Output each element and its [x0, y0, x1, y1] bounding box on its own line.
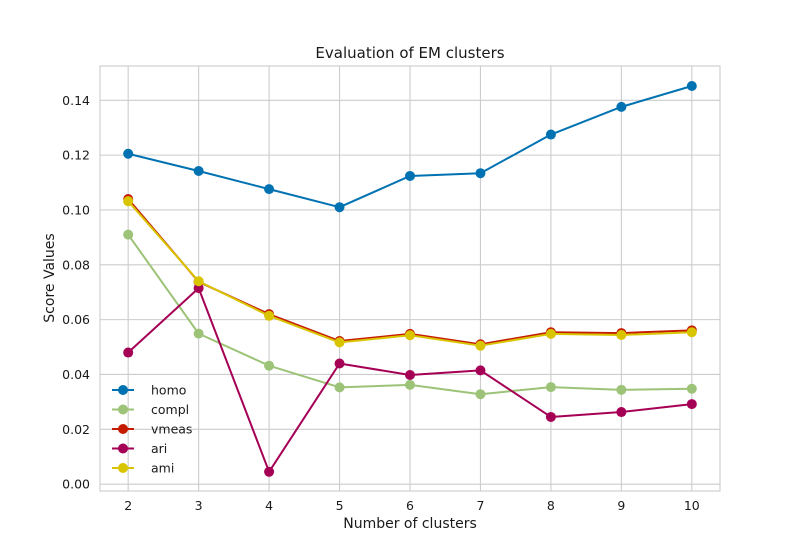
legend-item-compl: compl	[112, 402, 189, 417]
data-point-ami	[123, 196, 134, 207]
data-point-homo	[193, 166, 204, 177]
y-tick-label: 0.06	[62, 312, 90, 327]
x-tick-label: 6	[406, 498, 414, 513]
x-tick-label: 3	[195, 498, 203, 513]
data-point-compl	[475, 389, 486, 400]
data-point-ami	[193, 276, 204, 287]
chart-title: Evaluation of EM clusters	[315, 44, 504, 62]
legend-label: ari	[151, 441, 167, 456]
data-point-ari	[545, 411, 556, 422]
data-point-ami	[686, 327, 697, 338]
legend-marker	[118, 385, 128, 395]
data-point-ami	[616, 329, 627, 340]
x-tick-label: 7	[476, 498, 484, 513]
data-point-homo	[545, 129, 556, 140]
data-point-ari	[475, 365, 486, 376]
x-tick-label: 4	[265, 498, 273, 513]
data-point-ami	[405, 330, 415, 341]
data-point-compl	[545, 382, 556, 393]
legend: homo compl vmeas ari ami	[112, 383, 192, 476]
legend-item-homo: homo	[112, 383, 186, 398]
data-point-ami	[475, 340, 486, 351]
legend-label: vmeas	[151, 422, 192, 437]
series-ami	[123, 196, 697, 351]
data-point-compl	[264, 360, 275, 371]
y-tick-label: 0.08	[62, 257, 90, 272]
data-point-compl	[686, 383, 697, 394]
y-tick-label: 0.02	[62, 422, 90, 437]
legend-label: compl	[151, 402, 189, 417]
data-point-compl	[123, 229, 134, 240]
legend-marker	[118, 463, 128, 473]
data-point-ami	[334, 337, 345, 348]
data-point-compl	[193, 328, 204, 339]
y-tick-label: 0.14	[62, 93, 90, 108]
legend-marker	[118, 424, 128, 434]
data-point-homo	[405, 170, 415, 181]
x-tick-label: 9	[617, 498, 625, 513]
legend-item-vmeas: vmeas	[112, 422, 192, 437]
y-tick-label: 0.04	[62, 367, 90, 382]
x-tick-label: 10	[684, 498, 700, 513]
series-layer	[123, 81, 697, 477]
data-point-homo	[475, 168, 486, 179]
legend-item-ari: ari	[112, 441, 167, 456]
legend-label: ami	[151, 461, 174, 476]
data-point-ari	[123, 347, 134, 358]
series-compl	[123, 229, 697, 400]
plot-frame	[99, 65, 721, 492]
legend-marker	[118, 404, 128, 415]
legend-item-ami: ami	[112, 461, 174, 476]
data-point-homo	[616, 101, 627, 112]
x-tick-label: 8	[547, 498, 555, 513]
x-axis-label: Number of clusters	[343, 516, 477, 532]
data-point-ari	[193, 283, 204, 294]
data-point-ari	[686, 399, 697, 410]
legend-label: homo	[151, 383, 186, 398]
data-point-compl	[334, 382, 345, 393]
data-point-homo	[334, 202, 345, 213]
y-tick-label: 0.00	[62, 477, 90, 492]
legend-marker	[118, 443, 128, 454]
data-point-homo	[123, 148, 134, 159]
y-tick-label: 0.10	[62, 202, 90, 217]
data-point-ari	[334, 358, 345, 369]
y-tick-labels: 0.00 0.02 0.04 0.06 0.08 0.10 0.12 0.14	[62, 93, 90, 492]
series-ari	[123, 283, 697, 477]
x-tick-label: 5	[336, 498, 344, 513]
data-point-homo	[264, 184, 275, 195]
grid-layer	[100, 66, 720, 491]
x-tick-labels: 2 3 4 5 6 7 8 9 10	[124, 498, 700, 513]
y-axis-label: Score Values	[42, 233, 58, 322]
data-point-compl	[405, 379, 415, 390]
data-point-ari	[264, 466, 275, 477]
y-tick-label: 0.12	[62, 148, 90, 163]
series-homo	[123, 81, 697, 213]
x-tick-label: 2	[124, 498, 132, 513]
data-point-ari	[405, 370, 415, 381]
data-point-ari	[616, 407, 627, 418]
data-point-compl	[616, 384, 627, 395]
data-point-ami	[545, 328, 556, 339]
data-point-homo	[686, 81, 697, 92]
data-point-ami	[264, 310, 275, 321]
